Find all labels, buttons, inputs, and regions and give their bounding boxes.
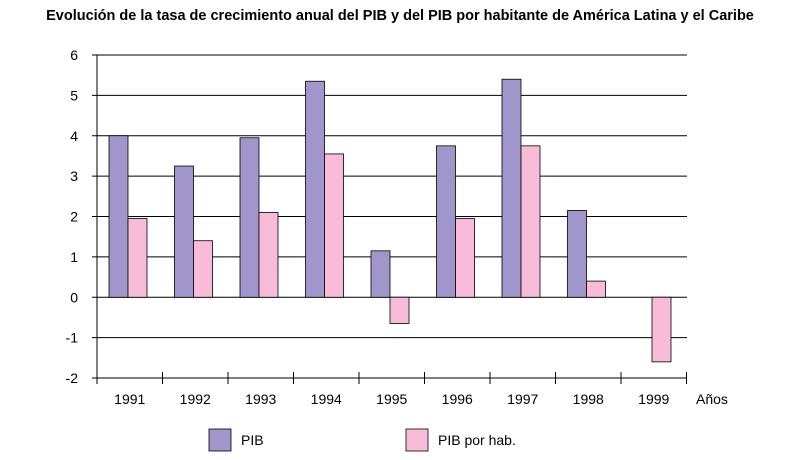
bar-pib-1997 <box>501 78 522 298</box>
x-tick-label: 1992 <box>180 391 211 407</box>
y-tick-label: 6 <box>70 47 78 63</box>
bar-pib-por-hab-1993 <box>258 212 279 298</box>
legend: PIB PIB por hab. <box>208 428 516 452</box>
bar-pib-1996 <box>436 145 456 298</box>
bar-pib-1994 <box>305 80 325 298</box>
y-tick-label: 3 <box>70 168 78 184</box>
bar-pib-por-hab-1998 <box>586 280 606 298</box>
legend-label-pib-por-hab: PIB por hab. <box>438 432 516 448</box>
x-axis-label: Años <box>696 391 728 407</box>
x-tick-label: 1998 <box>573 391 604 407</box>
x-tick-label: 1996 <box>442 391 473 407</box>
legend-swatch-pib <box>208 428 232 452</box>
chart-title: Evolución de la tasa de crecimiento anua… <box>46 8 754 24</box>
legend-swatch-pib-por-hab <box>405 428 429 452</box>
x-tick-label: 1994 <box>311 391 342 407</box>
bar-pib-por-hab-1999 <box>651 296 672 363</box>
bar-pib-por-hab-1997 <box>520 145 541 298</box>
bar-pib-1995 <box>370 250 391 298</box>
bar-pib-1993 <box>239 137 260 298</box>
legend-label-pib: PIB <box>241 432 264 448</box>
y-tick-label: 0 <box>70 289 78 305</box>
bar-pib-por-hab-1996 <box>455 218 475 298</box>
axes: Años <box>92 54 728 407</box>
x-tick-label: 1991 <box>114 391 145 407</box>
bar-pib-por-hab-1992 <box>193 240 213 298</box>
x-tick-label: 1993 <box>245 391 276 407</box>
y-tick-label: 4 <box>70 128 78 144</box>
bar-pib-por-hab-1995 <box>389 296 410 324</box>
bar-pib-1992 <box>174 165 194 298</box>
x-tick-label: 1997 <box>507 391 538 407</box>
tick-labels: -2 -1 0 1 2 3 4 5 6 1991 1992 1993 1994 1995 1996 1997 1… <box>66 47 670 407</box>
x-tick-label: 1995 <box>376 391 407 407</box>
y-tick-label: -1 <box>66 330 79 346</box>
y-tick-label: 5 <box>70 87 78 103</box>
y-tick-label: 1 <box>70 249 78 265</box>
x-tick-label: 1999 <box>638 391 669 407</box>
y-tick-label: -2 <box>66 370 79 386</box>
bars <box>108 78 672 363</box>
bar-pib-por-hab-1994 <box>324 153 344 298</box>
y-tick-label: 2 <box>70 209 78 225</box>
bar-pib-por-hab-1991 <box>127 218 148 298</box>
bar-pib-1991 <box>108 135 129 298</box>
bar-pib-1998 <box>567 210 587 298</box>
